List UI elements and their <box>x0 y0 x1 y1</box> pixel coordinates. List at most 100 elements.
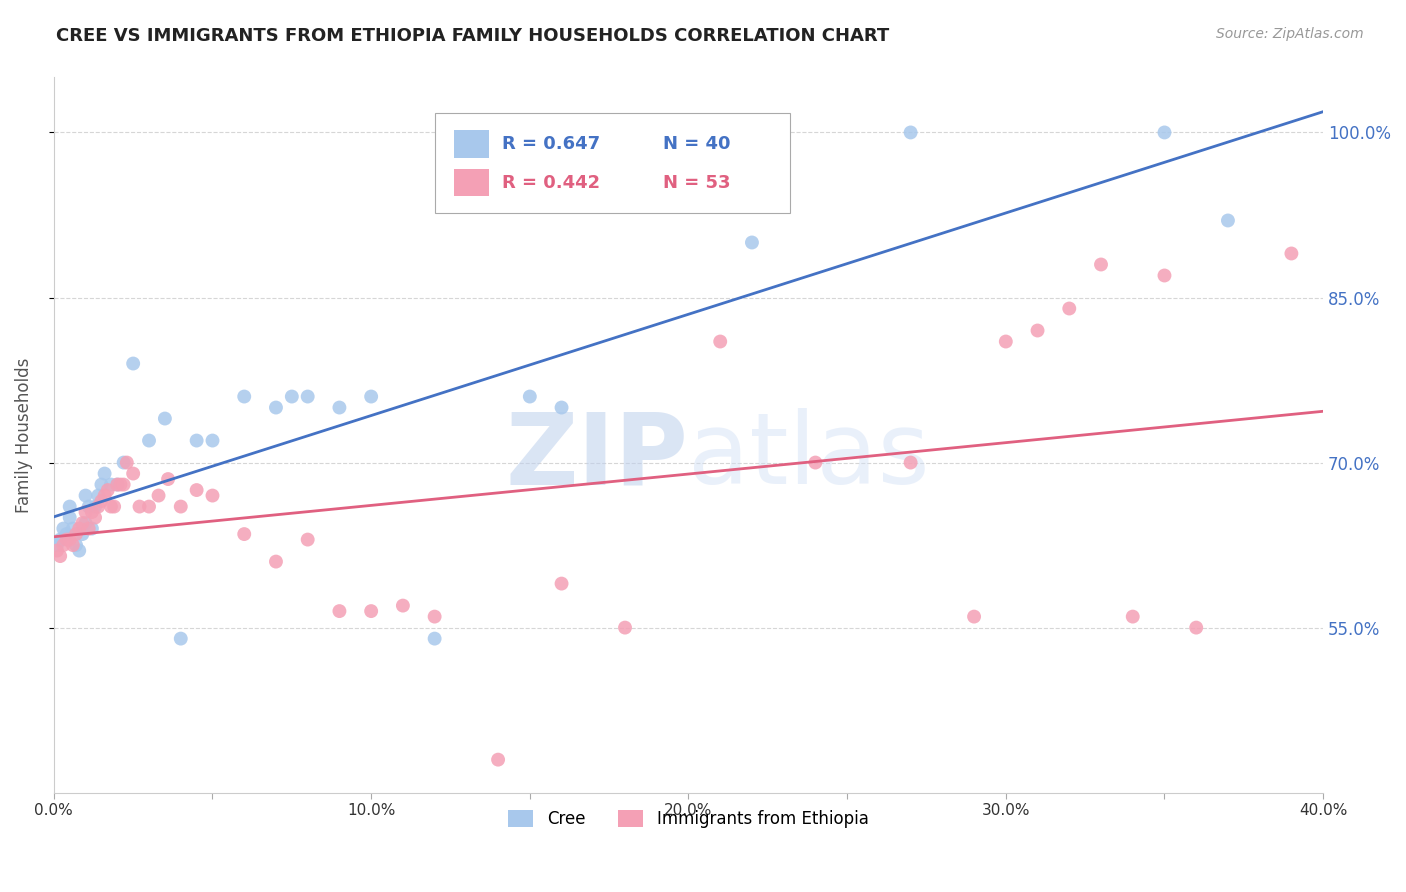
Point <box>138 500 160 514</box>
Point <box>994 334 1017 349</box>
Point <box>900 456 922 470</box>
Point <box>153 411 176 425</box>
Point <box>1216 213 1239 227</box>
Point <box>122 467 145 481</box>
Point <box>55 533 77 547</box>
Point <box>392 599 415 613</box>
Point <box>128 500 150 514</box>
Point <box>1153 125 1175 139</box>
Point <box>1279 246 1302 260</box>
Point <box>519 390 541 404</box>
Point <box>360 390 382 404</box>
Point <box>67 522 90 536</box>
Point <box>360 604 382 618</box>
Point <box>72 516 94 530</box>
Point <box>157 472 180 486</box>
Point <box>1122 609 1144 624</box>
Point <box>741 235 763 250</box>
Point <box>110 477 132 491</box>
Point <box>233 390 256 404</box>
Point <box>264 555 287 569</box>
Point <box>1153 268 1175 283</box>
Point <box>93 467 115 481</box>
Point <box>550 576 572 591</box>
Text: N = 53: N = 53 <box>664 174 731 192</box>
Point <box>77 522 100 536</box>
Point <box>328 401 350 415</box>
Point <box>97 483 120 497</box>
Point <box>1026 324 1049 338</box>
Text: atlas: atlas <box>689 408 931 505</box>
Legend: Cree, Immigrants from Ethiopia: Cree, Immigrants from Ethiopia <box>502 803 876 834</box>
Point <box>100 500 122 514</box>
Point <box>122 357 145 371</box>
Text: R = 0.647: R = 0.647 <box>502 135 600 153</box>
FancyBboxPatch shape <box>454 130 489 158</box>
Point <box>62 522 84 536</box>
Point <box>67 543 90 558</box>
Point <box>186 434 208 448</box>
Point <box>709 334 731 349</box>
Point <box>963 609 986 624</box>
Point <box>201 434 224 448</box>
Text: R = 0.442: R = 0.442 <box>502 174 600 192</box>
Point <box>72 527 94 541</box>
Point <box>170 632 193 646</box>
Text: N = 40: N = 40 <box>664 135 731 153</box>
Point <box>105 477 128 491</box>
Text: CREE VS IMMIGRANTS FROM ETHIOPIA FAMILY HOUSEHOLDS CORRELATION CHART: CREE VS IMMIGRANTS FROM ETHIOPIA FAMILY … <box>56 27 890 45</box>
Point <box>115 456 138 470</box>
Point <box>614 621 637 635</box>
Point <box>84 500 107 514</box>
Point <box>80 522 103 536</box>
Point <box>105 477 128 491</box>
Point <box>100 477 122 491</box>
Point <box>138 434 160 448</box>
Text: Source: ZipAtlas.com: Source: ZipAtlas.com <box>1216 27 1364 41</box>
Point <box>49 533 72 547</box>
Point <box>1090 258 1112 272</box>
Point <box>297 390 319 404</box>
Point <box>59 510 82 524</box>
Point <box>328 604 350 618</box>
Point <box>90 494 112 508</box>
Point <box>423 609 446 624</box>
Y-axis label: Family Households: Family Households <box>15 358 32 513</box>
Point <box>201 489 224 503</box>
Point <box>87 500 110 514</box>
Point <box>550 401 572 415</box>
Point <box>80 505 103 519</box>
Point <box>93 489 115 503</box>
Point <box>297 533 319 547</box>
Point <box>112 477 135 491</box>
Point <box>59 533 82 547</box>
Point <box>423 632 446 646</box>
Point <box>52 522 75 536</box>
FancyBboxPatch shape <box>454 169 489 196</box>
Point <box>900 125 922 139</box>
Point <box>486 753 509 767</box>
Point <box>52 538 75 552</box>
Point <box>1185 621 1208 635</box>
Point <box>46 543 69 558</box>
Point <box>148 489 170 503</box>
Text: ZIP: ZIP <box>506 408 689 505</box>
Point <box>281 390 304 404</box>
Point <box>59 500 82 514</box>
Point <box>65 527 87 541</box>
Point <box>804 456 827 470</box>
Point <box>264 401 287 415</box>
Point <box>1059 301 1081 316</box>
Point <box>65 538 87 552</box>
Point <box>170 500 193 514</box>
Point <box>84 510 107 524</box>
Point <box>46 538 69 552</box>
Point <box>112 456 135 470</box>
Point <box>75 516 97 530</box>
Point <box>49 549 72 563</box>
Point <box>62 538 84 552</box>
Point <box>75 489 97 503</box>
Point <box>77 500 100 514</box>
Point <box>90 477 112 491</box>
Point <box>75 505 97 519</box>
